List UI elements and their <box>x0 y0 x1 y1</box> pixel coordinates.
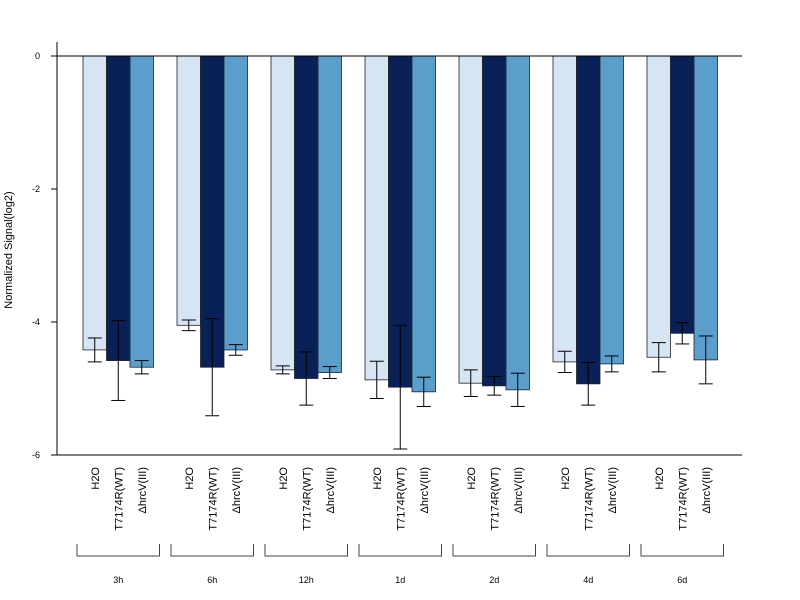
error-bar-1d-2 <box>416 376 431 407</box>
bar-label-6d-0: H2O <box>654 467 666 490</box>
bar-label-12h-2: ΔhrcV(III) <box>325 467 337 513</box>
error-bar-3h-2 <box>134 360 149 375</box>
bar-label-2d-1: T7174R(WT) <box>489 467 501 531</box>
error-bar-2d-0 <box>463 369 478 397</box>
error-bar-3h-0 <box>87 337 102 363</box>
bar-4d-0 <box>552 55 577 363</box>
error-bar-6d-0 <box>651 342 666 373</box>
error-bar-4d-1 <box>581 362 596 406</box>
error-bar-6d-1 <box>675 322 690 345</box>
group-label-3h: 3h <box>113 575 123 585</box>
bar-12h-1 <box>294 55 319 379</box>
bar-3h-1 <box>106 55 131 361</box>
bar-label-12h-1: T7174R(WT) <box>301 467 313 531</box>
bar-label-6d-1: T7174R(WT) <box>677 467 689 531</box>
bar-3h-0 <box>82 55 107 351</box>
bar-12h-2 <box>317 55 342 373</box>
bar-6d-0 <box>646 55 671 358</box>
group-bracket-6h <box>170 544 254 557</box>
y-tick-label: -4 <box>32 317 40 327</box>
error-bar-1d-1 <box>393 324 408 450</box>
bar-label-1d-1: T7174R(WT) <box>395 467 407 531</box>
y-tick-label: -6 <box>32 450 40 460</box>
bar-4d-2 <box>599 55 624 365</box>
bar-label-6h-0: H2O <box>184 467 196 490</box>
group-bracket-3h <box>76 544 160 557</box>
y-axis-title: Normalized Signal(log2) <box>3 191 15 308</box>
group-label-6d: 6d <box>677 575 687 585</box>
error-bar-12h-0 <box>275 365 290 375</box>
error-bar-12h-1 <box>299 351 314 406</box>
bar-3h-2 <box>129 55 154 368</box>
group-label-2d: 2d <box>489 575 499 585</box>
y-tick-label: 0 <box>35 51 40 61</box>
bar-label-6h-1: T7174R(WT) <box>207 467 219 531</box>
bar-2d-1 <box>482 55 507 387</box>
bars-layer <box>82 55 718 393</box>
group-label-12h: 12h <box>299 575 314 585</box>
group-bracket-1d <box>358 544 442 557</box>
y-tick-label: -2 <box>32 184 40 194</box>
bar-label-4d-1: T7174R(WT) <box>583 467 595 531</box>
error-bar-4d-2 <box>604 355 619 373</box>
error-bars-layer <box>87 318 713 450</box>
bar-label-6h-2: ΔhrcV(III) <box>231 467 243 513</box>
bar-6d-1 <box>670 55 695 334</box>
bar-label-3h-1: T7174R(WT) <box>113 467 125 531</box>
group-label-1d: 1d <box>395 575 405 585</box>
bar-4d-1 <box>576 55 601 385</box>
bar-2d-2 <box>505 55 530 391</box>
group-bracket-6d <box>640 544 724 557</box>
bar-label-3h-0: H2O <box>90 467 102 490</box>
bar-label-1d-0: H2O <box>372 467 384 490</box>
bar-label-4d-0: H2O <box>560 467 572 490</box>
axes-layer <box>51 42 742 557</box>
bar-12h-0 <box>270 55 295 371</box>
bar-label-12h-0: H2O <box>278 467 290 490</box>
bar-6d-2 <box>693 55 718 361</box>
error-bar-6d-2 <box>698 335 713 385</box>
bar-label-2d-2: ΔhrcV(III) <box>513 467 525 513</box>
group-label-4d: 4d <box>583 575 593 585</box>
bar-label-2d-0: H2O <box>466 467 478 490</box>
bar-label-4d-2: ΔhrcV(III) <box>607 467 619 513</box>
error-bar-4d-0 <box>557 350 572 374</box>
bar-6h-0 <box>176 55 201 326</box>
error-bar-3h-1 <box>111 320 126 401</box>
error-bar-6h-2 <box>228 344 243 356</box>
group-label-6h: 6h <box>207 575 217 585</box>
bar-label-6d-2: ΔhrcV(III) <box>701 467 713 513</box>
error-bar-2d-1 <box>487 376 502 396</box>
labels-layer: 0 -2 -4 -6 H2O T7174R(WT) ΔhrcV(III) H2O T7174R(… <box>32 51 713 585</box>
bar-1d-0 <box>364 55 389 381</box>
group-bracket-12h <box>264 544 348 557</box>
error-bar-1d-0 <box>369 360 384 399</box>
error-bar-2d-2 <box>510 372 525 407</box>
bar-1d-2 <box>411 55 436 393</box>
error-bar-12h-2 <box>322 366 337 380</box>
error-bar-6h-0 <box>181 319 196 332</box>
group-bracket-2d <box>452 544 536 557</box>
bar-6h-2 <box>223 55 248 351</box>
bar-label-3h-2: ΔhrcV(III) <box>137 467 149 513</box>
error-bar-6h-1 <box>205 318 220 417</box>
bar-label-1d-2: ΔhrcV(III) <box>419 467 431 513</box>
bar-2d-0 <box>458 55 483 384</box>
group-bracket-4d <box>546 544 630 557</box>
